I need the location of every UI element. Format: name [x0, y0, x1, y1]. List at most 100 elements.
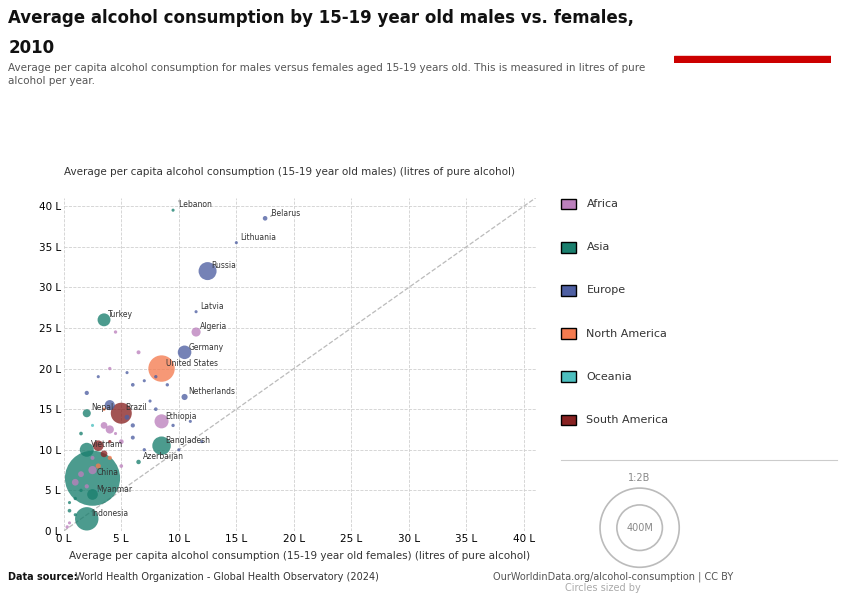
- Text: Europe: Europe: [586, 286, 626, 295]
- Point: [172, 445, 185, 455]
- Point: [167, 205, 180, 215]
- Point: [80, 482, 94, 491]
- Text: Asia: Asia: [586, 242, 609, 252]
- Point: [103, 437, 116, 446]
- Text: China: China: [97, 469, 119, 478]
- Point: [92, 461, 105, 471]
- Point: [115, 409, 128, 418]
- Point: [184, 416, 197, 426]
- Point: [120, 412, 133, 422]
- Point: [138, 376, 151, 386]
- Point: [74, 485, 88, 495]
- Point: [201, 266, 214, 276]
- Point: [97, 404, 110, 414]
- Point: [103, 400, 116, 410]
- Point: [80, 514, 94, 524]
- Point: [86, 421, 99, 430]
- Text: Ethiopia: Ethiopia: [166, 412, 197, 421]
- Text: Azerbaijan: Azerbaijan: [143, 452, 184, 461]
- Text: 2010: 2010: [8, 39, 54, 57]
- Text: Lithuania: Lithuania: [241, 233, 276, 242]
- Point: [92, 485, 105, 495]
- Point: [60, 522, 74, 532]
- Point: [115, 437, 128, 446]
- Text: Latvia: Latvia: [201, 302, 224, 311]
- Point: [126, 421, 139, 430]
- Point: [115, 461, 128, 471]
- Text: Nepal: Nepal: [91, 403, 113, 412]
- Point: [97, 449, 110, 458]
- Point: [161, 380, 174, 389]
- Text: Data source:: Data source:: [8, 572, 78, 582]
- Point: [63, 498, 76, 508]
- Point: [103, 425, 116, 434]
- Point: [86, 473, 99, 483]
- Point: [178, 392, 191, 402]
- Text: Average per capita alcohol consumption for males versus females aged 15-19 years: Average per capita alcohol consumption f…: [8, 63, 646, 86]
- Point: [120, 368, 133, 377]
- Point: [190, 307, 203, 317]
- Bar: [674, 56, 831, 63]
- Point: [80, 409, 94, 418]
- Point: [86, 453, 99, 463]
- Text: Africa: Africa: [586, 199, 619, 209]
- Text: ,Belarus: ,Belarus: [269, 209, 301, 218]
- Point: [178, 347, 191, 357]
- X-axis label: Average per capita alcohol consumption (15-19 year old females) (litres of pure : Average per capita alcohol consumption (…: [69, 551, 530, 561]
- Point: [195, 437, 208, 446]
- Text: Brazil: Brazil: [126, 403, 147, 412]
- Point: [97, 315, 110, 325]
- Text: United States: United States: [166, 359, 218, 368]
- Text: World Health Organization - Global Health Observatory (2024): World Health Organization - Global Healt…: [72, 572, 379, 582]
- Point: [92, 372, 105, 382]
- Text: Turkey: Turkey: [108, 310, 133, 319]
- Point: [103, 453, 116, 463]
- Point: [230, 238, 243, 247]
- Text: Algeria: Algeria: [201, 322, 228, 331]
- Text: Russia: Russia: [212, 262, 236, 271]
- Point: [155, 441, 168, 451]
- Text: Oceania: Oceania: [586, 372, 632, 382]
- Text: Myanmar: Myanmar: [97, 485, 133, 494]
- Point: [109, 429, 122, 439]
- Text: Indonesia: Indonesia: [91, 509, 128, 518]
- Point: [69, 478, 82, 487]
- Point: [126, 380, 139, 389]
- Text: Circles sized by: Circles sized by: [565, 583, 641, 593]
- Point: [63, 518, 76, 527]
- Point: [167, 421, 180, 430]
- Point: [69, 510, 82, 520]
- Point: [86, 490, 99, 499]
- Text: 1:2B: 1:2B: [628, 473, 651, 483]
- Text: North America: North America: [586, 329, 667, 338]
- Text: Average per capita alcohol consumption (15-19 year old males) (litres of pure al: Average per capita alcohol consumption (…: [64, 167, 515, 177]
- Text: 'Lebanon: 'Lebanon: [177, 200, 212, 209]
- Point: [149, 372, 162, 382]
- Point: [63, 506, 76, 515]
- Point: [132, 457, 145, 467]
- Point: [86, 465, 99, 475]
- Text: Our World
in Data: Our World in Data: [721, 18, 785, 40]
- Point: [144, 396, 157, 406]
- Text: 400M: 400M: [626, 523, 653, 533]
- Text: Bangladesh: Bangladesh: [166, 436, 211, 445]
- Point: [74, 469, 88, 479]
- Text: Germany: Germany: [189, 343, 224, 352]
- Point: [190, 327, 203, 337]
- Point: [155, 416, 168, 426]
- Point: [155, 364, 168, 373]
- Point: [97, 421, 110, 430]
- Text: South America: South America: [586, 415, 669, 425]
- Point: [103, 364, 116, 373]
- Text: Netherlands: Netherlands: [189, 387, 235, 396]
- Point: [92, 441, 105, 451]
- Point: [69, 494, 82, 503]
- Text: OurWorldinData.org/alcohol-consumption | CC BY: OurWorldinData.org/alcohol-consumption |…: [493, 571, 734, 582]
- Point: [80, 388, 94, 398]
- Point: [74, 429, 88, 439]
- Text: Vietnam: Vietnam: [91, 440, 123, 449]
- Point: [149, 404, 162, 414]
- Point: [258, 214, 272, 223]
- Point: [138, 445, 151, 455]
- Point: [126, 433, 139, 442]
